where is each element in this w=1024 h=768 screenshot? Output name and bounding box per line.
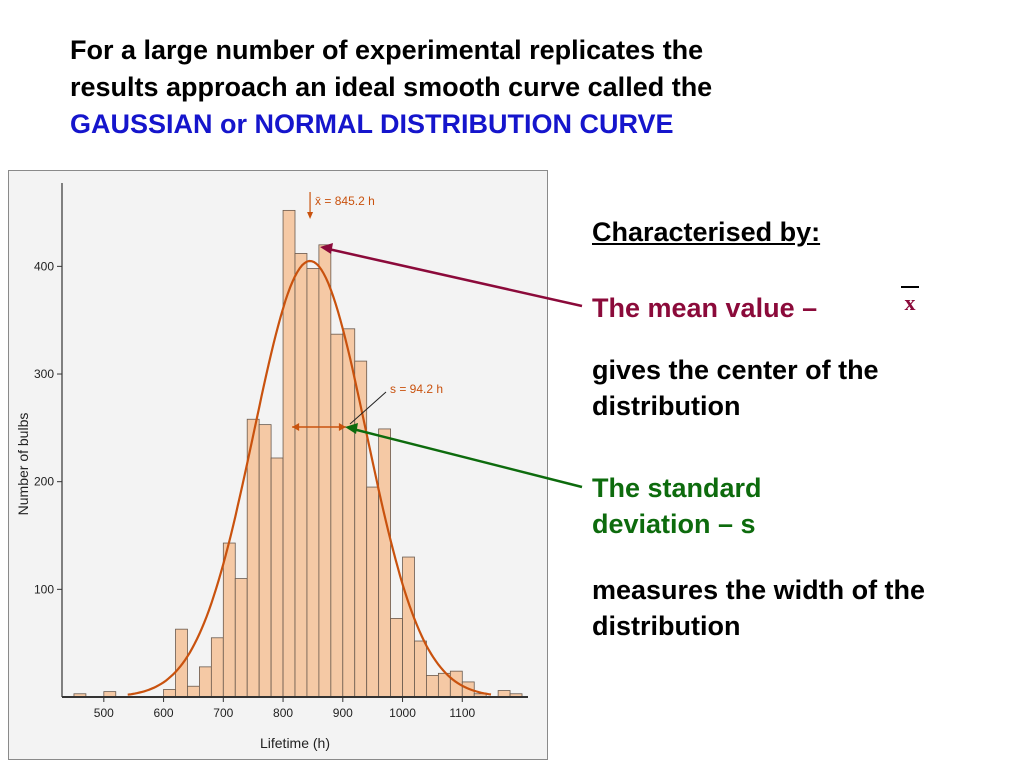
x-tick-label: 500 bbox=[94, 706, 114, 720]
y-tick-label: 400 bbox=[34, 259, 54, 273]
y-tick-label: 300 bbox=[34, 367, 54, 381]
y-tick-label: 200 bbox=[34, 475, 54, 489]
histogram-bar bbox=[366, 486, 380, 698]
x-tick-label: 800 bbox=[273, 706, 293, 720]
title-line-2: results approach an ideal smooth curve c… bbox=[70, 72, 713, 102]
mean-symbol: x bbox=[900, 284, 920, 314]
histogram-bar bbox=[222, 542, 236, 698]
mean-marker-arrowhead bbox=[307, 212, 314, 219]
histogram-bar bbox=[426, 675, 439, 698]
title-highlight: GAUSSIAN or NORMAL DISTRIBUTION CURVE bbox=[70, 109, 674, 139]
x-tick-label: 700 bbox=[213, 706, 233, 720]
mean-value-label: The mean value – bbox=[592, 293, 818, 323]
histogram-bar bbox=[294, 253, 308, 698]
histogram-bar bbox=[210, 637, 224, 698]
histogram-bar bbox=[270, 457, 284, 698]
mean-pointer-arrow bbox=[323, 246, 583, 308]
histogram-bar bbox=[330, 333, 344, 698]
histogram-bar bbox=[402, 556, 415, 698]
histogram-bar bbox=[378, 428, 391, 698]
mean-description: gives the center of the distribution bbox=[592, 355, 879, 421]
std-pointer-arrowhead bbox=[345, 423, 358, 434]
histogram-bar bbox=[318, 244, 332, 698]
std-deviation-label: The standard deviation – s bbox=[592, 473, 762, 539]
characterised-heading: Characterised by: bbox=[592, 217, 821, 247]
y-axis-label: Number of bulbs bbox=[15, 413, 31, 516]
std-pointer-arrow bbox=[348, 426, 583, 489]
std-arrowhead-left bbox=[292, 423, 300, 431]
histogram-bar bbox=[246, 418, 260, 698]
mean-pointer-arrowhead bbox=[320, 243, 333, 254]
std-annotation: s = 94.2 h bbox=[390, 382, 443, 396]
x-tick-label: 900 bbox=[333, 706, 353, 720]
histogram-bar bbox=[306, 268, 320, 698]
histogram-bar bbox=[414, 640, 427, 698]
histogram-bar bbox=[234, 578, 248, 698]
slide-title: For a large number of experimental repli… bbox=[70, 32, 970, 143]
histogram-bar bbox=[282, 209, 296, 698]
x-tick-label: 1100 bbox=[449, 706, 475, 720]
histogram-bar bbox=[163, 689, 176, 698]
histogram-bar bbox=[342, 328, 356, 698]
x-tick-label: 1000 bbox=[389, 706, 416, 720]
std-leader-line bbox=[349, 391, 387, 425]
std-arrowhead-right bbox=[338, 423, 346, 431]
gaussian-curve bbox=[127, 259, 492, 696]
std-description: measures the width of the distribution bbox=[592, 575, 926, 641]
histogram-bar bbox=[187, 685, 200, 698]
mean-annotation: x̄ = 845.2 h bbox=[315, 194, 375, 208]
mean-symbol-letter: x bbox=[904, 290, 916, 315]
histogram-bar bbox=[258, 424, 272, 698]
title-line-1: For a large number of experimental repli… bbox=[70, 35, 704, 65]
histogram-bar bbox=[199, 666, 212, 698]
histogram-bar bbox=[390, 618, 403, 698]
y-tick-label: 100 bbox=[34, 582, 54, 596]
x-axis-label: Lifetime (h) bbox=[260, 735, 330, 751]
x-tick-label: 600 bbox=[154, 706, 174, 720]
